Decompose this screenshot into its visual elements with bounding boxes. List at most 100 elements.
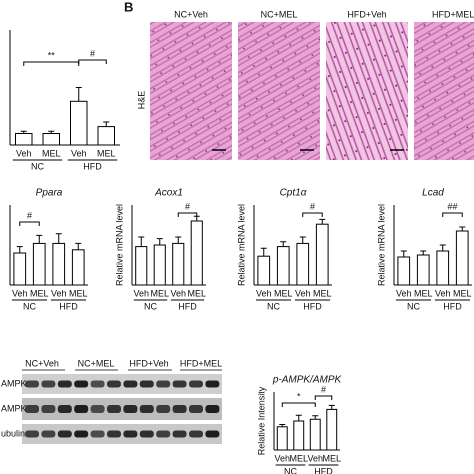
bar (13, 252, 27, 286)
band (205, 405, 220, 413)
error-bar (103, 121, 110, 127)
x-tick-label: Veh (435, 288, 451, 298)
x-tick-label: MEL (313, 288, 332, 298)
bar (97, 126, 115, 146)
y-axis-label: Relative mRNA level (236, 204, 246, 286)
significance-bracket (281, 402, 316, 407)
error-bar (459, 226, 466, 231)
band (41, 430, 56, 438)
x-tick-label: MEL (453, 288, 472, 298)
band (189, 405, 203, 413)
group-label: HFD (83, 161, 102, 171)
error-bar (75, 242, 82, 250)
band (139, 405, 154, 413)
bar (315, 223, 329, 286)
band (107, 380, 121, 388)
error-bar (420, 250, 427, 255)
group-label: HFD (314, 466, 333, 474)
group-label: NC (31, 161, 44, 171)
bar (135, 246, 148, 286)
bar (172, 242, 185, 286)
x-tick-label: MEL (274, 288, 293, 298)
band (57, 430, 72, 438)
bar (153, 244, 166, 286)
image-label: NC+MEL (261, 9, 298, 19)
blot-label: NC+MEL (78, 358, 115, 368)
band (107, 405, 121, 413)
error-bar (312, 415, 319, 420)
chart-title: Lcad (422, 188, 444, 199)
band (139, 380, 154, 388)
bar (190, 220, 203, 286)
x-tick-label: Veh (274, 453, 290, 463)
micrograph (414, 22, 474, 160)
significance-label: # (90, 48, 95, 58)
x-tick-label: MEL (187, 288, 206, 298)
bar (326, 408, 338, 451)
band (189, 380, 203, 388)
significance-bracket (177, 212, 198, 217)
band (25, 405, 39, 413)
band (57, 380, 72, 388)
x-tick-label: MEL (150, 288, 169, 298)
group-label: HFD (178, 301, 197, 311)
x-tick-label: MEL (30, 288, 49, 298)
error-bar (299, 236, 306, 244)
error-bar (156, 238, 163, 245)
blot-label: HFD+MEL (180, 358, 222, 368)
bar (70, 100, 88, 146)
bar (455, 230, 469, 286)
band (25, 380, 39, 388)
group-label: NC (284, 466, 297, 474)
error-bar (16, 246, 23, 253)
significance-bracket (78, 59, 107, 64)
x-tick-label: Veh (170, 288, 186, 298)
band (156, 430, 171, 438)
group-label: NC (144, 301, 157, 311)
band (74, 405, 89, 413)
x-tick-label: MEL (289, 453, 308, 463)
band (156, 405, 171, 413)
significance-bracket (23, 61, 80, 66)
x-tick-label: MEL (69, 288, 88, 298)
x-tick-label: Veh (12, 288, 28, 298)
bar (416, 254, 430, 286)
bar (397, 256, 411, 286)
image-label: HFD+Veh (347, 9, 386, 19)
y-axis-label: Relative mRNA level (376, 204, 386, 286)
x-tick-label: Veh (51, 288, 67, 298)
micrograph (326, 22, 408, 160)
error-bar (55, 233, 62, 244)
band (139, 430, 154, 438)
blot-row-label: AMPK (1, 378, 27, 388)
error-bar (48, 130, 55, 134)
group-label: NC (407, 301, 420, 311)
significance-label: # (321, 384, 326, 394)
band (156, 380, 171, 388)
band (90, 405, 105, 413)
significance-label: # (185, 201, 190, 211)
x-tick-label: MEL (42, 148, 61, 158)
x-tick-label: Veh (71, 148, 87, 158)
bar (276, 426, 288, 451)
blot-strip (22, 398, 222, 420)
error-bar (36, 234, 43, 244)
significance-label: * (297, 391, 301, 401)
bar (276, 246, 290, 286)
x-tick-label: Veh (396, 288, 412, 298)
significance-label: ## (447, 201, 457, 211)
y-axis-label: Relative Intensity (256, 386, 266, 455)
error-bar (400, 250, 407, 257)
band (74, 430, 89, 438)
blot-label: HFD+Veh (129, 358, 168, 368)
error-bar (279, 423, 286, 427)
x-tick-label: Veh (16, 148, 32, 158)
band (205, 380, 220, 388)
micrograph (238, 22, 320, 160)
bar (296, 242, 310, 286)
blot-row-label: AMPK (1, 403, 27, 413)
band (90, 430, 105, 438)
image-label: HFD+MEL (432, 9, 474, 19)
band (57, 405, 72, 413)
